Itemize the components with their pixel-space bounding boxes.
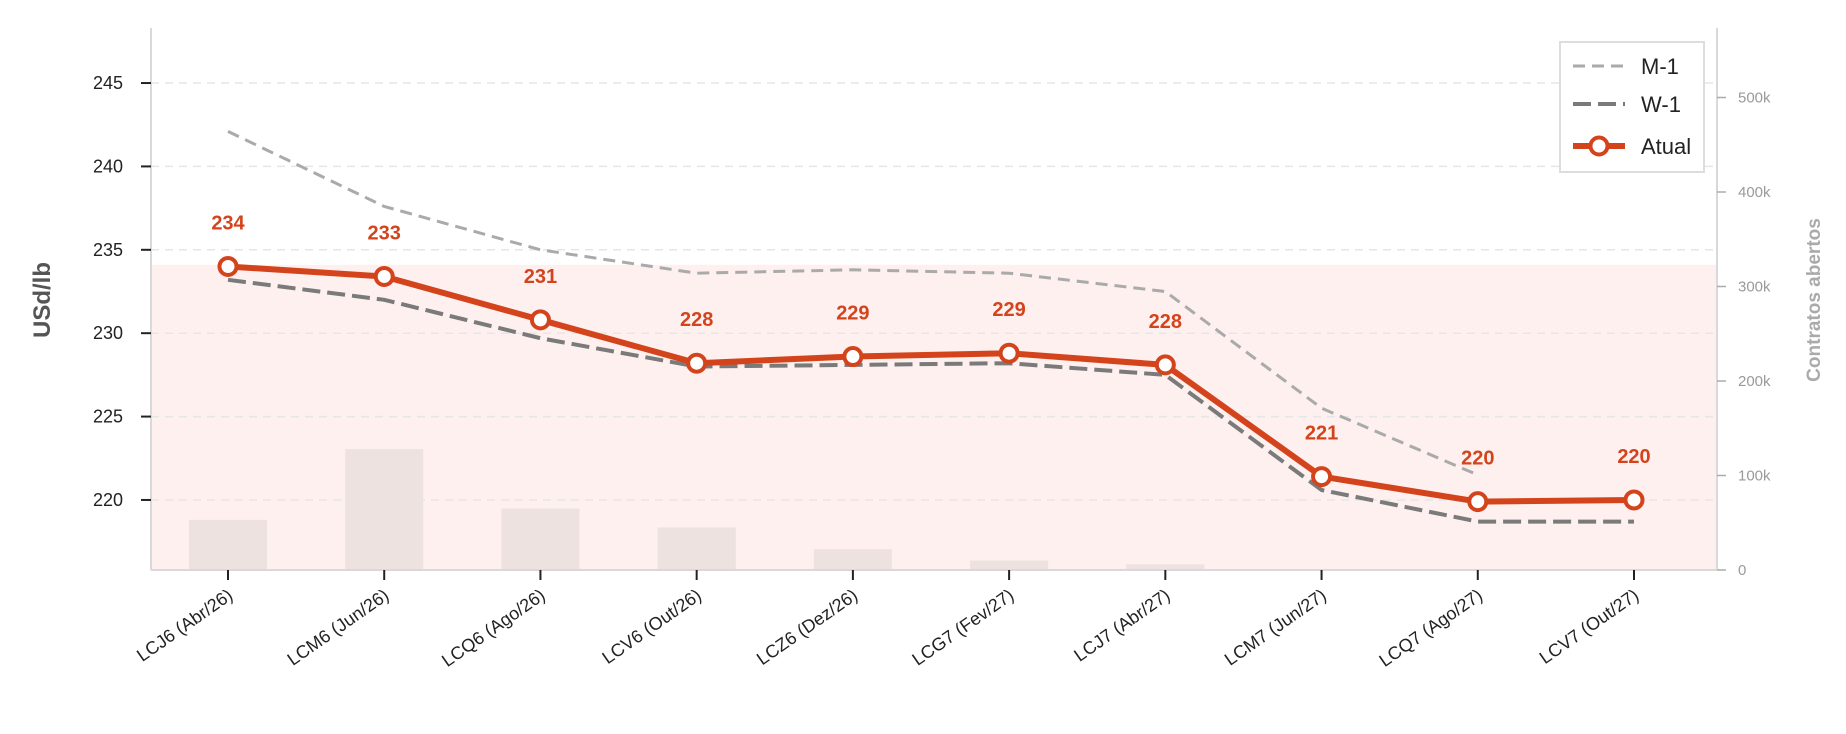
atual-point-7 [1311, 466, 1333, 488]
x-tick-label-0: LCJ6 (Abr/26) [133, 585, 236, 666]
y-tick-label-240: 240 [93, 156, 123, 176]
y-axis-label: USd/lb [29, 262, 56, 338]
data-labels: 234 233 231 228 229 229 228 221 220 220 [211, 212, 1650, 469]
oi-bar-1 [345, 449, 424, 570]
oi-bar-4 [813, 549, 892, 570]
y2-tick-label-3: 300k [1738, 279, 1771, 296]
open-interest-bars [189, 449, 1205, 570]
data-label-2: 231 [524, 266, 557, 288]
y2-axis-label: Contratos abertos [1804, 218, 1825, 382]
x-tick-label-1: LCM6 (Jun/26) [284, 585, 393, 670]
atual-point-6 [1154, 354, 1176, 376]
data-label-0: 234 [211, 212, 245, 234]
y2-tick-label-1: 100k [1738, 468, 1771, 485]
legend-label-atual: Atual [1641, 134, 1691, 159]
data-label-1: 233 [368, 222, 401, 244]
atual-point-4 [842, 346, 864, 368]
oi-bar-2 [501, 508, 580, 570]
data-label-4: 229 [836, 303, 869, 325]
legend: M-1 W-1 Atual [1559, 41, 1705, 173]
atual-point-8 [1467, 491, 1489, 513]
y-tick-label-245: 245 [93, 73, 123, 93]
oi-bar-5 [970, 560, 1049, 570]
atual-point-3 [686, 352, 708, 374]
x-tick-label-4: LCZ6 (Dez/26) [753, 585, 861, 669]
data-label-7: 221 [1305, 423, 1338, 445]
series-line-m-1 [227, 130, 1479, 477]
legend-box [1559, 41, 1705, 173]
y-tick-label-225: 225 [93, 407, 123, 427]
data-label-6: 228 [1149, 311, 1182, 333]
legend-marker-atual [1588, 135, 1610, 157]
y-tick-label-220: 220 [93, 490, 123, 510]
y2-tick-label-5: 500k [1738, 90, 1771, 107]
atual-point-5 [998, 342, 1020, 364]
x-tick-label-9: LCV7 (Out/27) [1536, 585, 1643, 668]
y2-tick-label-0: 0 [1738, 562, 1746, 579]
data-label-9: 220 [1617, 446, 1650, 468]
series-line-w-1 [227, 277, 1634, 524]
series-lines [217, 130, 1645, 524]
atual-point-9 [1623, 489, 1645, 511]
oi-bar-3 [657, 527, 736, 570]
x-tick-label-6: LCJ7 (Abr/27) [1070, 585, 1173, 666]
y2-tick-label-2: 200k [1738, 373, 1771, 390]
atual-point-0 [217, 255, 239, 277]
x-tick-label-7: LCM7 (Jun/27) [1221, 585, 1330, 670]
legend-label-w-1: W-1 [1641, 92, 1681, 117]
x-tick-label-5: LCG7 (Fev/27) [908, 585, 1017, 670]
oi-bar-6 [1126, 564, 1205, 570]
atual-point-1 [373, 265, 395, 287]
x-tick-label-3: LCV6 (Out/26) [598, 585, 705, 668]
legend-label-m-1: M-1 [1641, 54, 1679, 79]
x-tick-label-2: LCQ6 (Ago/26) [438, 585, 549, 671]
atual-point-2 [529, 309, 551, 331]
series-line-atual [227, 263, 1635, 505]
data-label-8: 220 [1461, 448, 1494, 470]
y2-tick-label-4: 400k [1738, 184, 1771, 201]
oi-bar-0 [189, 519, 267, 570]
y-tick-label-235: 235 [93, 240, 123, 260]
y-tick-label-230: 230 [93, 323, 123, 343]
data-label-5: 229 [992, 299, 1025, 321]
x-tick-label-8: LCQ7 (Ago/27) [1375, 585, 1486, 671]
data-label-3: 228 [680, 309, 713, 331]
